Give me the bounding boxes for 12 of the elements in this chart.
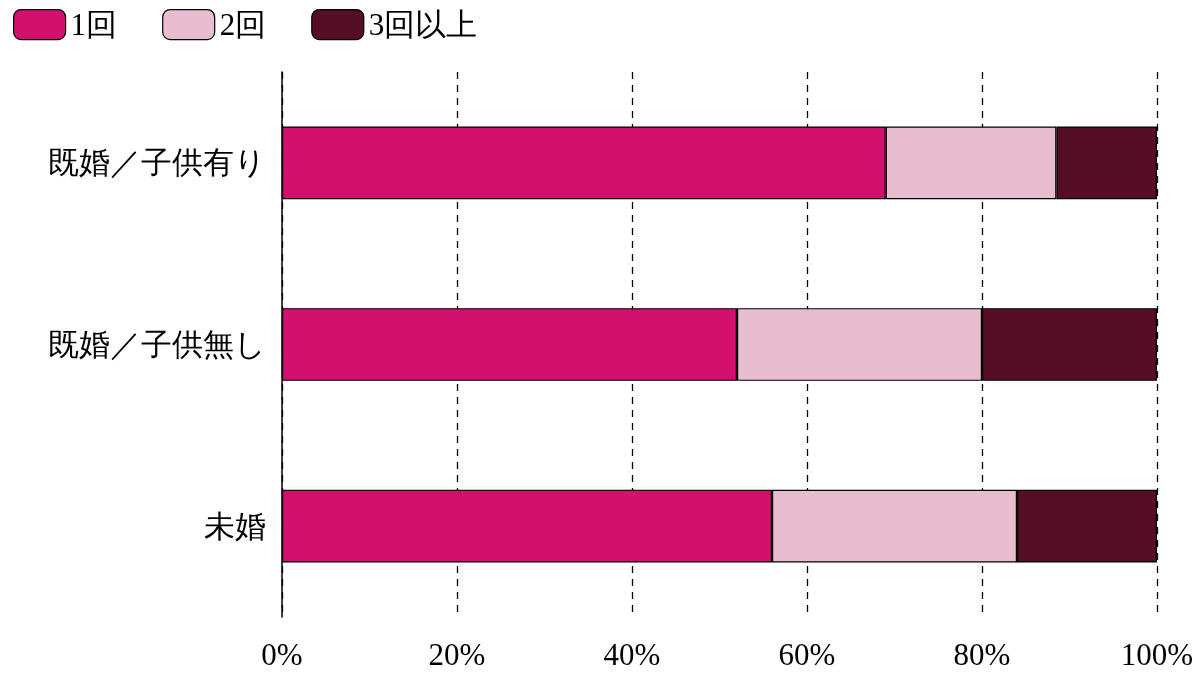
x-tick-label: 40% bbox=[603, 637, 661, 672]
y-tick-label: 既婚／子供無し bbox=[48, 327, 266, 362]
legend-label: 3回以上 bbox=[368, 7, 478, 43]
y-tick-label: 未婚 bbox=[204, 508, 266, 544]
x-tick-label: 80% bbox=[953, 637, 1011, 672]
x-tick-label: 100% bbox=[1120, 637, 1194, 672]
y-tick-label: 既婚／子供有り bbox=[48, 145, 266, 181]
x-tick-label: 0% bbox=[261, 637, 303, 672]
legend-label: 2回 bbox=[219, 7, 267, 43]
legend-label: 1回 bbox=[70, 7, 118, 43]
x-tick-label: 20% bbox=[428, 637, 486, 672]
x-tick-label: 60% bbox=[778, 637, 836, 672]
